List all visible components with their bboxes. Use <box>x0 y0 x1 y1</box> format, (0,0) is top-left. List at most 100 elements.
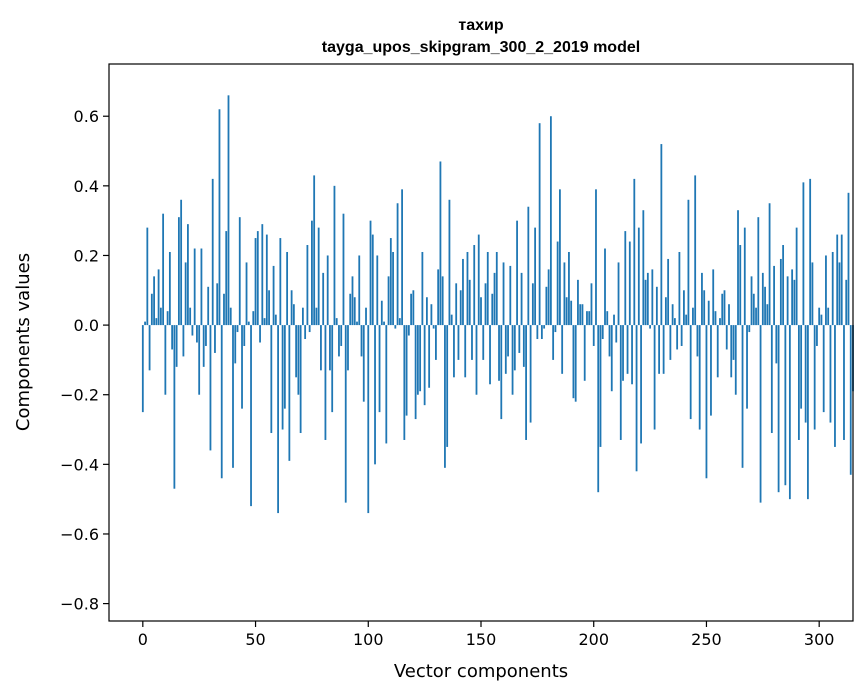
bar-245 <box>694 175 697 326</box>
bar-82 <box>326 255 329 326</box>
bar-309 <box>838 262 841 326</box>
bar-184 <box>556 241 559 326</box>
bar-142 <box>462 258 464 326</box>
bar-222 <box>642 210 645 326</box>
bar-8 <box>159 307 162 326</box>
bar-27 <box>202 325 205 367</box>
bar-21 <box>189 307 192 326</box>
bar-146 <box>471 325 473 360</box>
bar-112 <box>394 325 397 329</box>
bar-235 <box>671 304 674 326</box>
bar-16 <box>177 217 180 326</box>
bar-85 <box>333 185 336 326</box>
bar-248 <box>701 272 703 326</box>
bar-2 <box>146 227 149 326</box>
bar-52 <box>259 325 261 343</box>
bar-7 <box>157 269 160 326</box>
bar-298 <box>813 325 816 430</box>
bar-67 <box>292 304 295 326</box>
bar-288 <box>791 269 794 326</box>
bar-13 <box>171 325 174 350</box>
bar-281 <box>775 325 778 364</box>
bar-135 <box>446 325 449 447</box>
bar-305 <box>829 325 832 423</box>
bar-172 <box>529 325 532 423</box>
bar-312 <box>845 279 848 326</box>
bar-270 <box>750 276 753 326</box>
bar-124 <box>421 251 424 326</box>
bar-148 <box>475 325 478 395</box>
bar-212 <box>619 325 622 440</box>
bar-87 <box>338 325 340 357</box>
y-tick-label: −0.8 <box>60 595 99 614</box>
bar-200 <box>592 325 595 346</box>
bar-94 <box>353 297 356 326</box>
bar-79 <box>320 325 322 371</box>
bar-176 <box>538 123 541 326</box>
bar-22 <box>191 325 194 336</box>
bar-175 <box>536 325 539 340</box>
bar-14 <box>173 325 176 489</box>
bar-15 <box>175 325 178 367</box>
bar-187 <box>563 262 566 326</box>
bar-49 <box>252 311 255 326</box>
bar-254 <box>714 311 717 326</box>
bar-196 <box>583 325 586 381</box>
bar-57 <box>270 325 273 434</box>
bar-130 <box>435 325 437 360</box>
bar-313 <box>847 192 850 326</box>
bar-109 <box>387 276 390 326</box>
bar-86 <box>335 318 338 326</box>
bar-214 <box>624 231 627 326</box>
bar-194 <box>579 304 582 326</box>
bar-233 <box>667 258 670 326</box>
x-tick-label: 150 <box>466 630 497 649</box>
bar-174 <box>534 227 537 326</box>
bar-29 <box>207 286 210 326</box>
bar-166 <box>516 220 518 326</box>
bar-10 <box>164 325 167 395</box>
x-tick-label: 100 <box>353 630 384 649</box>
bar-141 <box>459 290 462 326</box>
bar-301 <box>820 314 823 326</box>
bar-47 <box>247 321 250 326</box>
bar-series <box>141 95 854 514</box>
bar-73 <box>306 245 309 326</box>
x-tick-label: 200 <box>578 630 609 649</box>
bar-283 <box>779 258 782 326</box>
bar-101 <box>369 220 372 326</box>
bar-64 <box>286 251 289 326</box>
bar-46 <box>245 262 248 326</box>
bar-299 <box>816 325 818 346</box>
bar-95 <box>356 321 358 326</box>
bar-267 <box>743 227 746 326</box>
bar-287 <box>788 325 791 500</box>
bar-257 <box>721 293 724 326</box>
bar-56 <box>268 290 270 326</box>
bar-71 <box>301 307 304 326</box>
bar-205 <box>604 248 606 326</box>
y-tick-label: −0.6 <box>60 525 99 544</box>
bar-131 <box>437 269 440 326</box>
bar-132 <box>439 161 442 326</box>
bar-274 <box>759 325 762 503</box>
bar-208 <box>610 325 613 392</box>
bar-37 <box>225 231 228 326</box>
bar-100 <box>367 325 370 514</box>
bar-284 <box>782 245 785 326</box>
bar-239 <box>680 325 683 346</box>
bar-177 <box>540 325 543 340</box>
bar-154 <box>489 325 491 385</box>
bar-33 <box>216 283 219 326</box>
bar-203 <box>599 325 602 447</box>
bar-179 <box>545 286 548 326</box>
bar-290 <box>795 227 798 326</box>
bar-17 <box>180 199 183 326</box>
bar-250 <box>705 325 708 479</box>
bar-271 <box>752 293 755 326</box>
bar-102 <box>371 234 374 326</box>
bar-249 <box>703 290 706 326</box>
bar-120 <box>412 290 415 326</box>
bar-145 <box>468 279 471 326</box>
bar-201 <box>595 189 597 326</box>
